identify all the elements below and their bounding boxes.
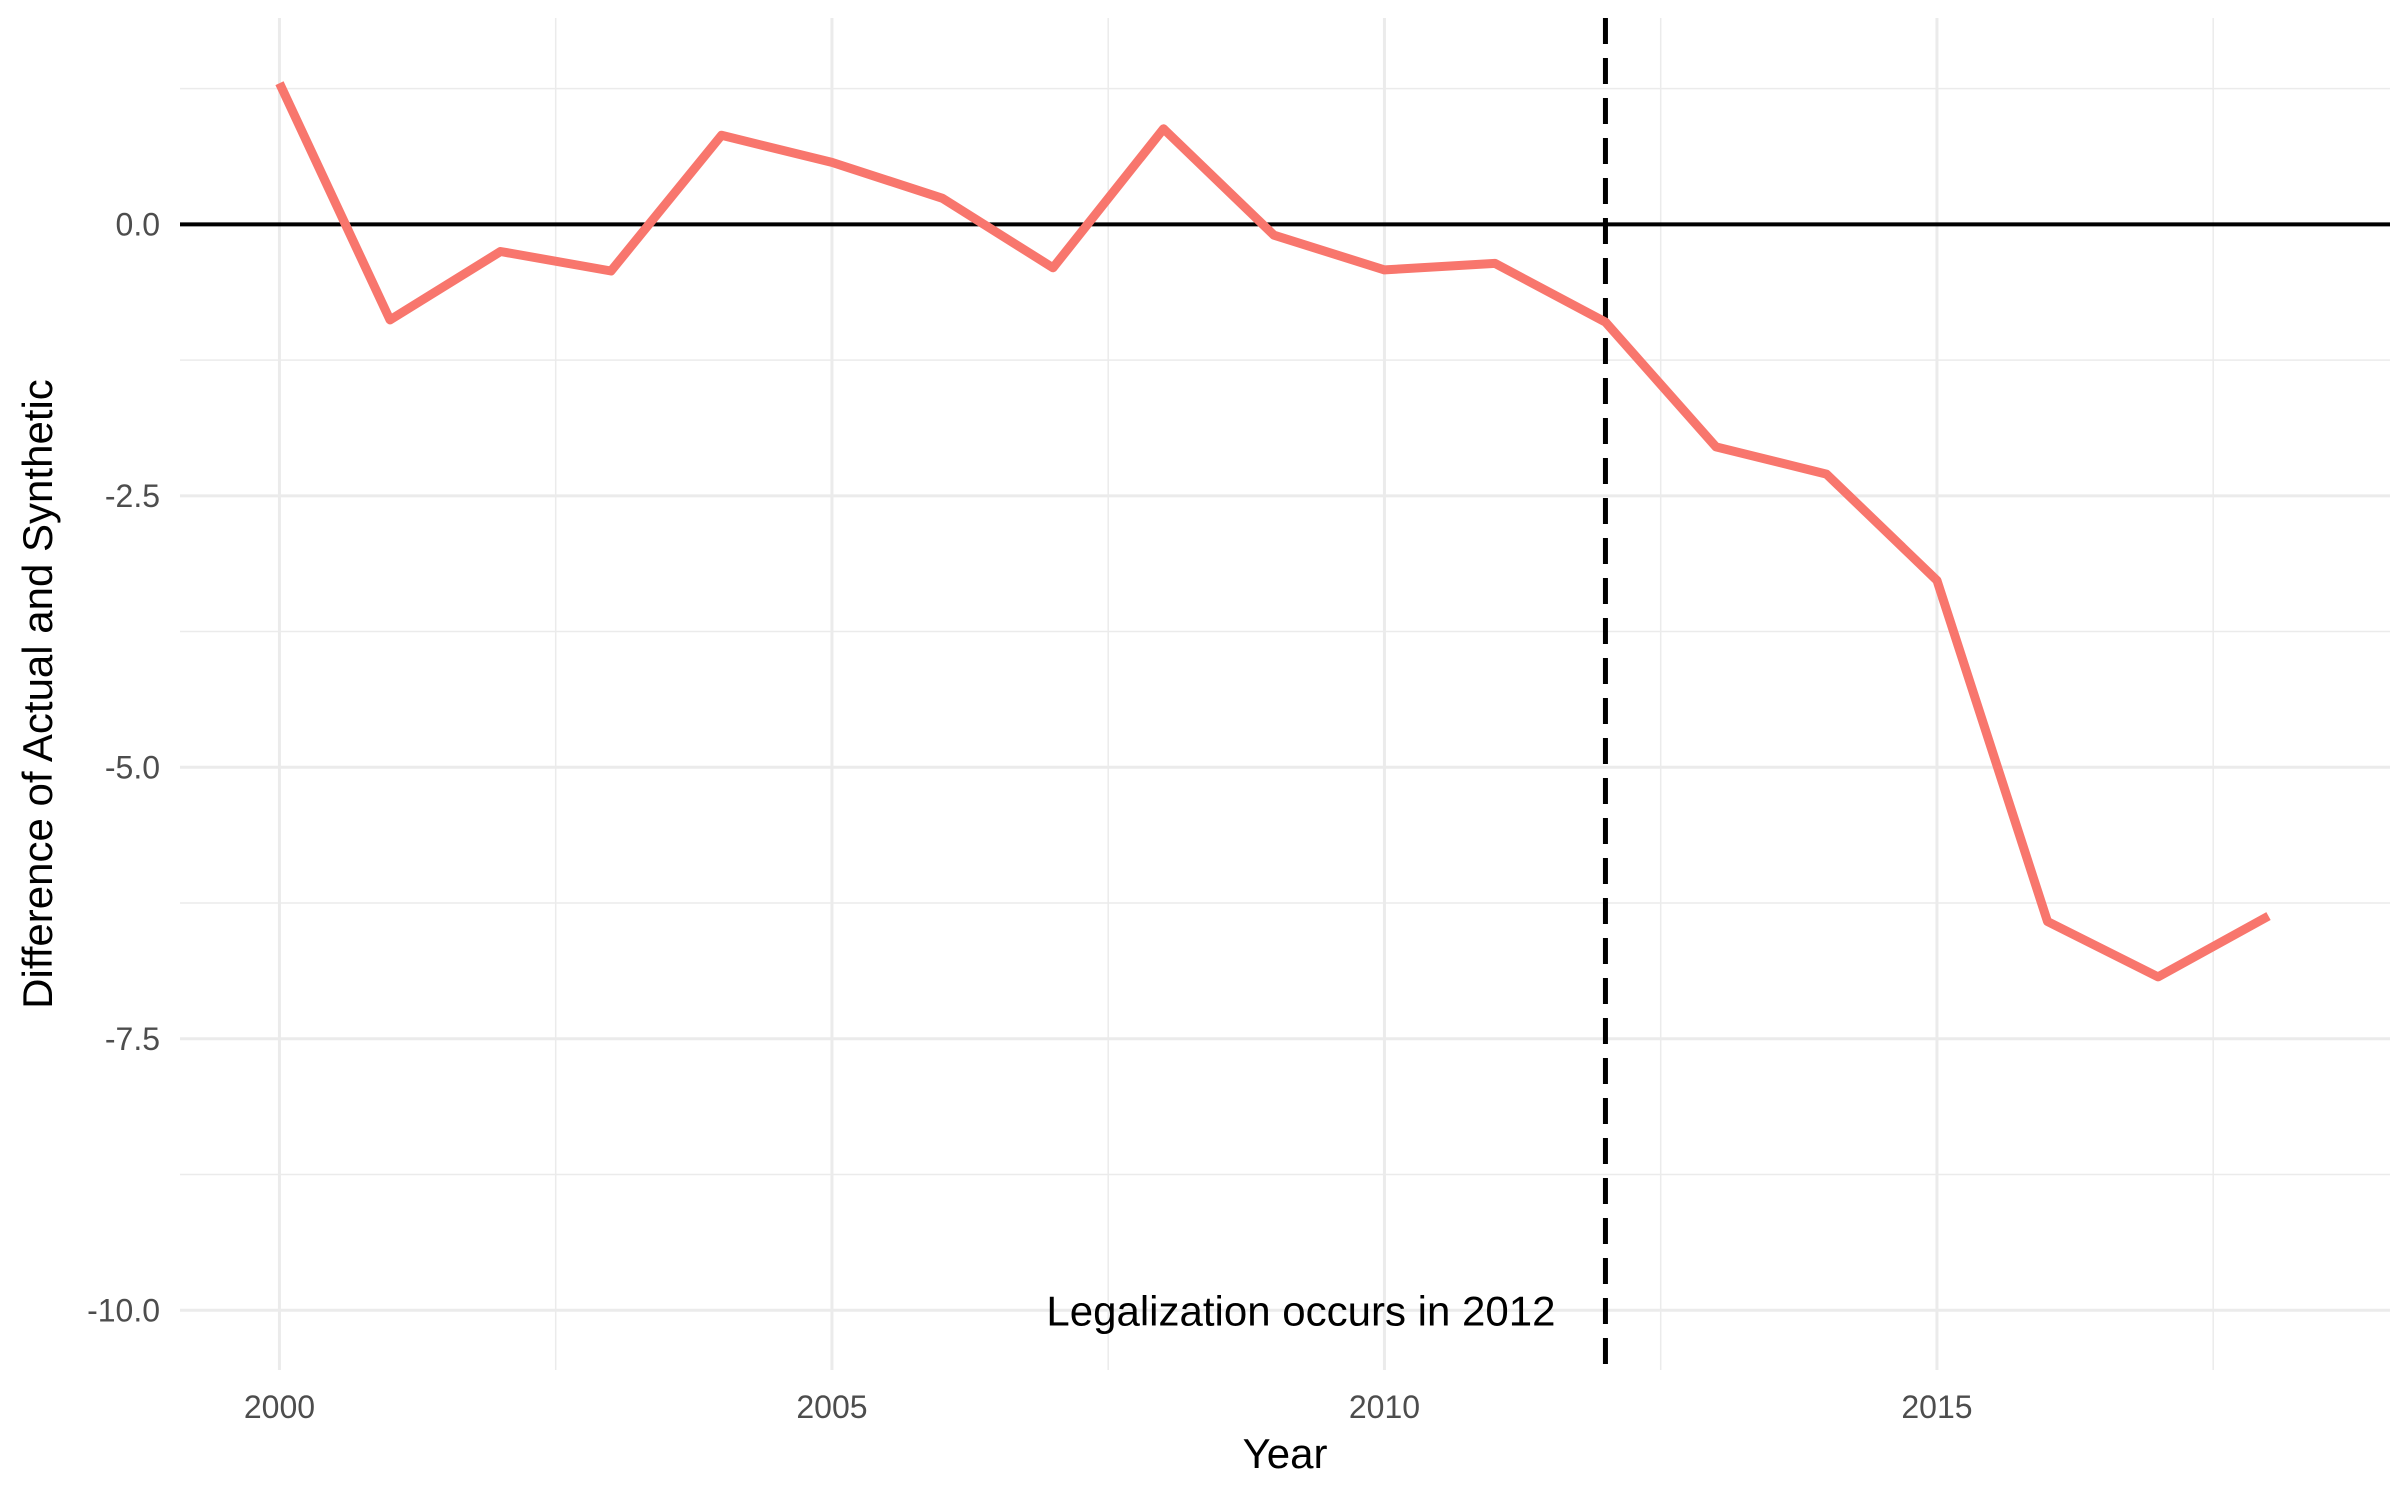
x-axis-title: Year — [1243, 1430, 1328, 1477]
grid-major — [180, 18, 2390, 1370]
x-tick-labels: 2000 2005 2010 2015 — [244, 1389, 1973, 1425]
x-tick-label: 2010 — [1349, 1389, 1420, 1425]
grid-minor — [180, 18, 2390, 1370]
reference-lines — [180, 18, 2390, 1370]
x-tick-label: 2005 — [796, 1389, 867, 1425]
y-tick-label: -5.0 — [105, 749, 160, 785]
series-layer — [275, 81, 2271, 982]
x-tick-label: 2000 — [244, 1389, 315, 1425]
x-tick-label: 2015 — [1901, 1389, 1972, 1425]
y-tick-label: -10.0 — [87, 1292, 160, 1328]
y-axis-title: Difference of Actual and Synthetic — [14, 379, 61, 1009]
series-line — [275, 81, 2271, 982]
annotation-label: Legalization occurs in 2012 — [1046, 1287, 1555, 1334]
y-tick-labels: 0.0 -2.5 -5.0 -7.5 -10.0 — [87, 206, 160, 1328]
y-tick-label: 0.0 — [116, 206, 160, 242]
y-tick-label: -2.5 — [105, 478, 160, 514]
y-tick-label: -7.5 — [105, 1021, 160, 1057]
